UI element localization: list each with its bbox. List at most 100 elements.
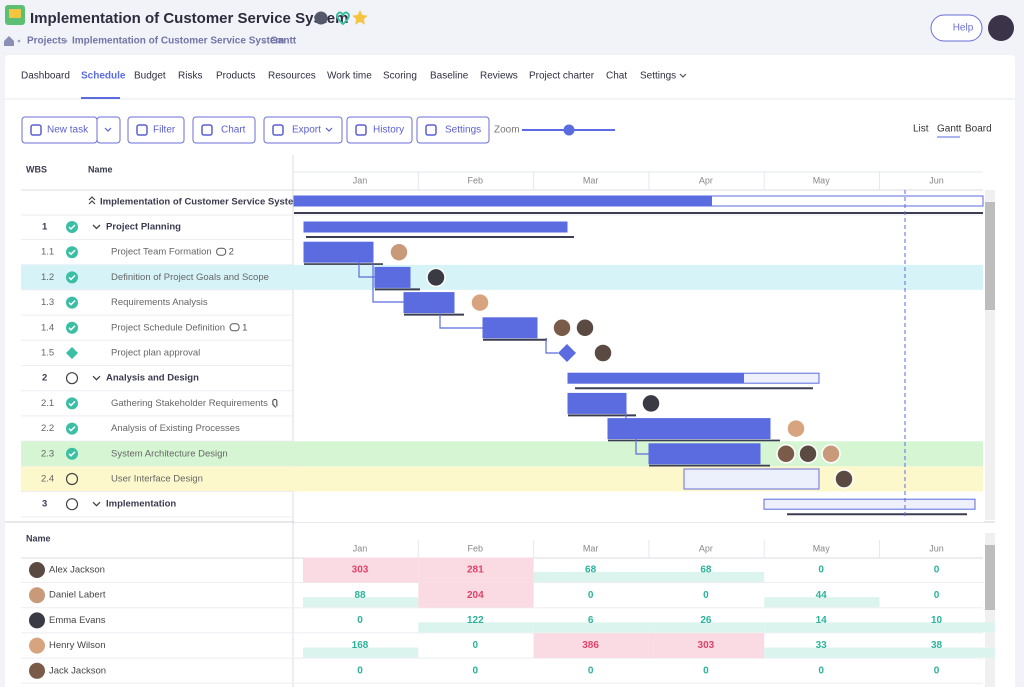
assignee-avatar[interactable]	[593, 343, 613, 363]
summary-task-name[interactable]: Analysis and Design	[106, 373, 199, 384]
task-bar[interactable]	[607, 418, 771, 440]
toolbar-button-label[interactable]: History	[373, 125, 404, 136]
task-name[interactable]: Project Team Formation	[111, 247, 212, 258]
assignee-avatar[interactable]	[575, 318, 595, 338]
resource-name[interactable]: Jack Jackson	[49, 665, 106, 676]
expand-chevron[interactable]	[92, 224, 101, 230]
toolbar-button[interactable]	[416, 116, 490, 144]
status-open[interactable]	[65, 472, 79, 486]
status-open[interactable]	[65, 372, 79, 385]
tab[interactable]: Scoring	[383, 71, 417, 82]
expand-chevron[interactable]	[92, 501, 101, 507]
health-icon[interactable]	[335, 11, 351, 26]
scrollbar-thumb[interactable]	[985, 202, 995, 310]
zoom-slider-knob[interactable]	[563, 124, 575, 136]
user-avatar[interactable]	[988, 15, 1014, 41]
tab[interactable]: Budget	[134, 71, 166, 82]
month-label: Jan	[353, 175, 368, 185]
task-name[interactable]: Project plan approval	[111, 348, 200, 359]
month-label: Apr	[699, 543, 713, 553]
task-name[interactable]: Requirements Analysis	[111, 297, 208, 308]
assignee-avatar[interactable]	[470, 292, 490, 313]
toolbar-button[interactable]	[192, 116, 256, 144]
view-switch[interactable]: List	[913, 124, 929, 135]
load-value: 0	[703, 665, 709, 676]
tab[interactable]: Baseline	[430, 71, 469, 82]
tab[interactable]: Products	[216, 71, 255, 82]
comment-icon	[216, 247, 227, 256]
tab[interactable]: Chat	[606, 71, 627, 82]
wbs-number: 2	[42, 373, 47, 384]
tab[interactable]: Schedule	[81, 71, 126, 82]
collapse-icon[interactable]	[88, 196, 96, 205]
tab[interactable]: Reviews	[480, 71, 518, 82]
resource-name[interactable]: Emma Evans	[49, 615, 106, 626]
assignee-avatar[interactable]	[389, 242, 409, 262]
breadcrumb-item[interactable]: Gantt	[270, 36, 297, 47]
toolbar-button-label[interactable]: Chart	[221, 125, 246, 136]
scrollbar-thumb[interactable]	[985, 545, 995, 610]
dependency-arrow	[372, 264, 404, 303]
task-bar[interactable]	[482, 317, 538, 339]
resource-avatar	[29, 662, 45, 679]
assignee-avatar[interactable]	[834, 469, 854, 489]
wbs-number: 2.4	[41, 474, 54, 485]
toolbar-button-icon	[355, 124, 367, 136]
assignee-avatar[interactable]	[786, 418, 806, 439]
assignee-avatar[interactable]	[798, 444, 818, 464]
expand-chevron[interactable]	[92, 375, 101, 381]
task-bar[interactable]	[403, 292, 455, 314]
task-bar[interactable]	[683, 468, 820, 490]
task-name[interactable]: Project Schedule Definition	[111, 322, 225, 333]
toolbar-button[interactable]	[263, 116, 343, 144]
breadcrumb-item[interactable]: Implementation of Customer Service Syste…	[72, 36, 284, 47]
info-icon[interactable]	[314, 11, 328, 25]
toolbar-button-label[interactable]: New task	[47, 125, 89, 136]
tab[interactable]: Settings	[640, 71, 676, 82]
assignee-avatar[interactable]	[641, 393, 661, 414]
tab[interactable]: Work time	[327, 71, 372, 82]
load-bar	[303, 597, 419, 608]
tab[interactable]: Project charter	[529, 71, 595, 82]
month-label: Mar	[583, 175, 599, 185]
resource-name[interactable]: Alex Jackson	[49, 565, 105, 576]
status-open[interactable]	[65, 498, 79, 511]
assignee-avatar[interactable]	[776, 444, 796, 464]
assignee-avatar[interactable]	[426, 267, 446, 288]
month-label: Apr	[699, 175, 713, 185]
task-bar[interactable]	[374, 266, 411, 288]
toolbar-button[interactable]	[346, 116, 413, 144]
status-check	[68, 249, 76, 256]
breadcrumb-item[interactable]: Projects	[27, 36, 67, 47]
view-switch[interactable]: Board	[965, 124, 992, 135]
tab[interactable]: Dashboard	[21, 71, 70, 82]
toolbar-button-label[interactable]: Filter	[153, 125, 176, 136]
task-name[interactable]: User Interface Design	[111, 474, 203, 485]
load-value: 0	[473, 665, 479, 676]
assignee-avatar[interactable]	[821, 444, 841, 464]
help-button[interactable]	[930, 14, 983, 42]
task-name[interactable]: Definition of Project Goals and Scope	[111, 272, 269, 283]
toolbar-button-label[interactable]: Settings	[445, 125, 481, 136]
tab[interactable]: Risks	[178, 71, 202, 82]
resource-name[interactable]: Daniel Labert	[49, 590, 106, 601]
toolbar-button[interactable]	[127, 116, 185, 144]
resource-name[interactable]: Henry Wilson	[49, 640, 106, 651]
task-bar[interactable]	[648, 443, 761, 465]
toolbar-button-label[interactable]: Export	[292, 125, 321, 136]
help-label[interactable]: Help	[953, 23, 974, 34]
favorite-icon[interactable]	[352, 10, 368, 25]
summary-task-name[interactable]: Project Planning	[106, 222, 181, 233]
assignee-avatar[interactable]	[552, 318, 572, 338]
view-switch[interactable]: Gantt	[937, 124, 962, 135]
load-bar	[764, 622, 880, 633]
task-bar[interactable]	[567, 392, 627, 414]
task-name[interactable]: System Architecture Design	[111, 448, 228, 459]
home-icon[interactable]	[4, 36, 14, 46]
summary-task-name[interactable]: Implementation	[106, 499, 176, 510]
task-name[interactable]: Gathering Stakeholder Requirements	[111, 398, 268, 409]
task-bar[interactable]	[303, 241, 374, 263]
status-check	[68, 451, 76, 457]
tab[interactable]: Resources	[268, 71, 316, 82]
task-name[interactable]: Analysis of Existing Processes	[111, 423, 240, 434]
